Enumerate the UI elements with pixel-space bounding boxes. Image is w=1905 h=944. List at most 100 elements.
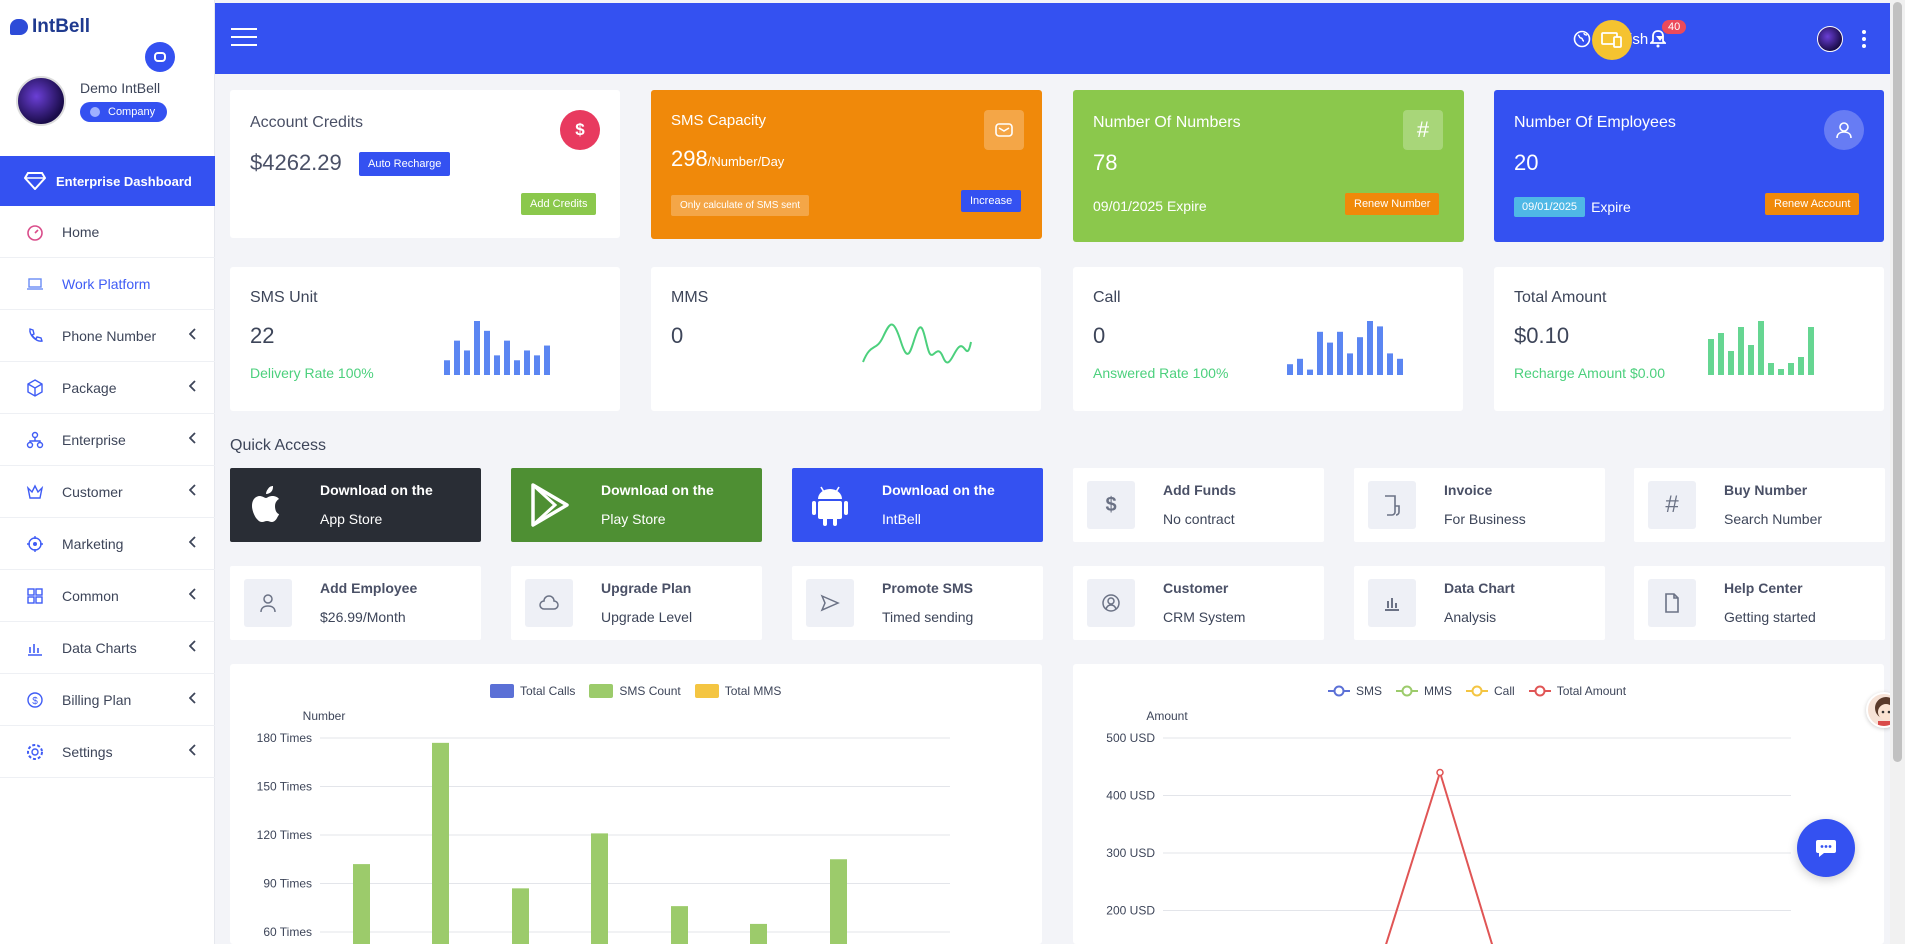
sparkline-bar <box>1317 331 1323 375</box>
sparkline-bar <box>1327 342 1333 375</box>
y-tick-label: 300 USD <box>1106 846 1155 860</box>
apple-icon <box>244 481 292 529</box>
menu-toggle-icon[interactable] <box>231 28 257 52</box>
legend-item[interactable]: MMS <box>1396 684 1452 698</box>
answered-rate: Answered Rate 100% <box>1093 365 1229 381</box>
sidebar-item-common[interactable]: Common <box>0 570 215 622</box>
user-icon <box>1824 110 1864 150</box>
bar-chart-icon <box>1368 579 1416 627</box>
bar-sms-count[interactable] <box>830 859 847 944</box>
sidebar-item-home[interactable]: Home <box>0 206 215 258</box>
device-switch-button[interactable] <box>1592 20 1632 60</box>
bar-chart-icon <box>26 639 44 657</box>
chevron-left-icon <box>189 328 196 340</box>
chat-button[interactable] <box>1797 819 1855 877</box>
sidebar-item-customer[interactable]: Customer <box>0 466 215 518</box>
android-icon <box>806 481 854 529</box>
chat-bubble-icon <box>1816 840 1836 857</box>
legend-item[interactable]: Total Calls <box>490 684 575 698</box>
bar-sms-count[interactable] <box>591 833 608 944</box>
sidebar-item-work-platform[interactable]: Work Platform <box>0 258 215 310</box>
dashboard-icon <box>26 223 44 241</box>
bar-sms-count[interactable] <box>671 906 688 944</box>
quick-access-promote-sms[interactable]: Promote SMS Timed sending <box>792 566 1043 640</box>
y-axis-label: Amount <box>1146 709 1188 723</box>
quick-access-add-employee[interactable]: Add Employee $26.99/Month <box>230 566 481 640</box>
quick-access-download-app-store[interactable]: Download on the App Store <box>230 468 481 542</box>
sidebar-item-phone-number[interactable]: Phone Number <box>0 310 215 362</box>
renew-account-button[interactable]: Renew Account <box>1765 193 1860 215</box>
bar-sms-count[interactable] <box>750 923 767 944</box>
sidebar-item-data-charts[interactable]: Data Charts <box>0 622 215 674</box>
sparkline-bar <box>1798 357 1804 375</box>
line-point-total-amount[interactable] <box>1436 768 1444 777</box>
notification-bell-icon[interactable] <box>1648 30 1668 53</box>
sidebar-item-enterprise[interactable]: Enterprise <box>0 414 215 466</box>
header-avatar[interactable] <box>1817 26 1843 52</box>
quick-access-help-center[interactable]: Help Center Getting started <box>1634 566 1885 640</box>
add-credits-button[interactable]: Add Credits <box>521 193 597 215</box>
crown-icon <box>26 483 44 501</box>
quick-access-buy-number[interactable]: # Buy Number Search Number <box>1634 468 1885 542</box>
legend-item[interactable]: SMS <box>1328 684 1382 698</box>
sms-capacity-value: 298 <box>671 146 708 171</box>
employees-expire-date: 09/01/2025 <box>1514 197 1586 217</box>
quick-access-data-chart[interactable]: Data Chart Analysis <box>1354 566 1605 640</box>
quick-access-upgrade-plan[interactable]: Upgrade Plan Upgrade Level <box>511 566 762 640</box>
sidebar-item-settings[interactable]: Settings <box>0 726 215 778</box>
quick-access-download-intbell[interactable]: Download on the IntBell <box>792 468 1043 542</box>
chevron-left-icon <box>189 588 196 600</box>
quick-access-download-play-store[interactable]: Download on the Play Store <box>511 468 762 542</box>
sidebar-item-billing-plan[interactable]: $ Billing Plan <box>0 674 215 726</box>
quick-access-add-funds[interactable]: $ Add Funds No contract <box>1073 468 1324 542</box>
sms-unit-title: SMS Unit <box>250 289 318 306</box>
page-scrollbar[interactable] <box>1890 0 1905 944</box>
y-tick-label: 400 USD <box>1106 789 1155 803</box>
sidebar-item-marketing[interactable]: Marketing <box>0 518 215 570</box>
legend-item[interactable]: Total MMS <box>694 684 781 698</box>
sparkline-bar <box>1397 358 1403 375</box>
quick-access-title: Quick Access <box>230 437 327 454</box>
legend-item[interactable]: Total Amount <box>1528 684 1626 698</box>
numbers-card: Number Of Numbers 78 # 09/01/2025 Expire… <box>1073 90 1464 242</box>
sidebar-item-package[interactable]: Package <box>0 362 215 414</box>
quick-access-label: Data Chart <box>1444 580 1515 596</box>
quick-access-sublabel: No contract <box>1163 511 1235 527</box>
chevron-left-icon <box>189 640 196 652</box>
globe-icon <box>1573 30 1591 48</box>
dollar-icon: $ <box>560 110 600 150</box>
sidebar-item-enterprise-dashboard[interactable]: Enterprise Dashboard <box>0 156 215 206</box>
quick-access-label: Promote SMS <box>882 580 974 596</box>
legend-item[interactable]: Call <box>1466 684 1515 698</box>
sidebar-item-label: Marketing <box>62 535 124 552</box>
credits-value: $4262.29 <box>250 150 342 175</box>
chevron-left-icon <box>189 484 196 496</box>
quick-access-label: Download on the <box>882 482 995 498</box>
legend-item[interactable]: SMS Count <box>589 684 681 698</box>
bar-sms-count[interactable] <box>512 888 529 944</box>
renew-number-button[interactable]: Renew Number <box>1345 193 1440 215</box>
bar-sms-count[interactable] <box>353 864 370 944</box>
employees-title: Number Of Employees <box>1514 114 1676 131</box>
usage-bar-chart-panel: Total Calls SMS Count Total MMS Number 180 … <box>230 664 1042 944</box>
role-badge[interactable]: Company <box>80 102 168 122</box>
bar-sms-count[interactable] <box>432 742 449 944</box>
quick-access-customer[interactable]: Customer CRM System <box>1073 566 1324 640</box>
user-profile[interactable]: Demo IntBell Company <box>16 76 168 126</box>
auto-recharge-button[interactable]: Auto Recharge <box>359 152 451 176</box>
quick-access-sublabel: Analysis <box>1444 609 1497 625</box>
line-total-amount <box>1385 769 1494 944</box>
sidebar-item-label: Customer <box>62 483 123 500</box>
quick-access-sublabel: Timed sending <box>882 609 974 625</box>
app-logo[interactable]: IntBell <box>10 16 90 38</box>
sms-unit-value: 22 <box>250 323 275 348</box>
user-circle-icon <box>1087 579 1135 627</box>
more-options-icon[interactable] <box>1862 30 1866 51</box>
usage-bar-chart: Number 180 Times 150 Times 120 Times 90 Time… <box>257 709 950 944</box>
refresh-button[interactable] <box>145 42 175 72</box>
increase-button[interactable]: Increase <box>961 190 1022 212</box>
sparkline-bar <box>1758 321 1764 375</box>
quick-access-invoice[interactable]: Invoice For Business <box>1354 468 1605 542</box>
quick-access-sublabel: $26.99/Month <box>320 609 406 625</box>
sparkline-bar <box>474 321 480 375</box>
